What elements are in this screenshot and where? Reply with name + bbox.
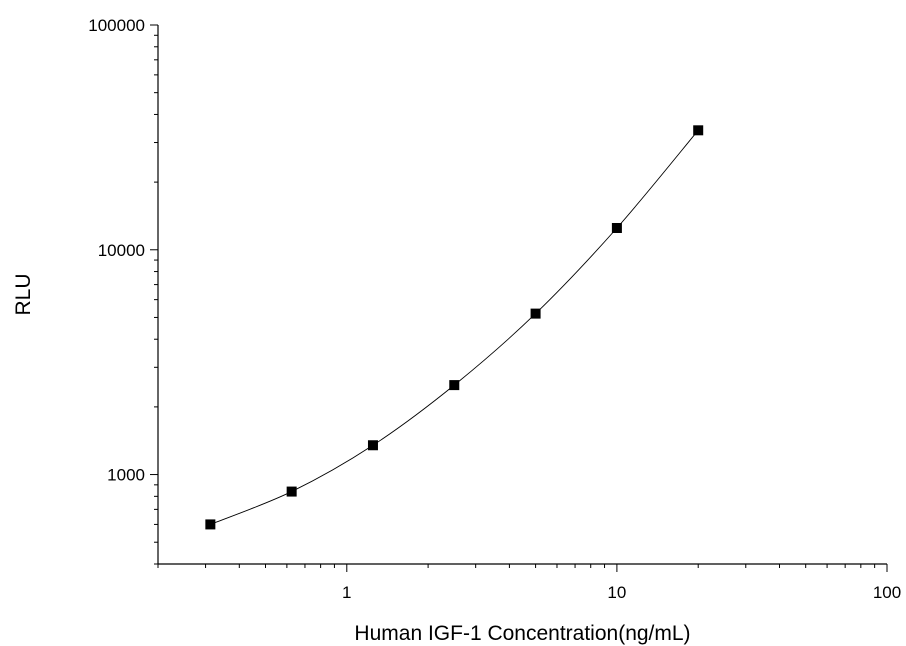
data-point (205, 519, 216, 530)
y-tick-label: 10000 (98, 241, 145, 260)
data-point (449, 380, 460, 391)
data-point (367, 440, 378, 451)
y-tick-label: 1000 (107, 466, 145, 485)
x-axis-title: Human IGF-1 Concentration(ng/mL) (354, 622, 690, 645)
data-points (205, 125, 704, 530)
x-tick-label: 100 (873, 583, 901, 602)
axes (157, 25, 887, 565)
x-tick-label: 10 (607, 583, 626, 602)
data-point (286, 486, 297, 497)
fit-curve (210, 130, 699, 525)
tick-labels: 1 10 100 1000 10000 100000 (88, 16, 901, 602)
y-axis-title: RLU (12, 273, 35, 315)
data-point (693, 125, 704, 136)
data-point (530, 308, 541, 319)
ticks (150, 24, 888, 572)
y-tick-label: 100000 (88, 16, 145, 35)
x-tick-label: 1 (342, 583, 351, 602)
data-point (611, 222, 622, 233)
